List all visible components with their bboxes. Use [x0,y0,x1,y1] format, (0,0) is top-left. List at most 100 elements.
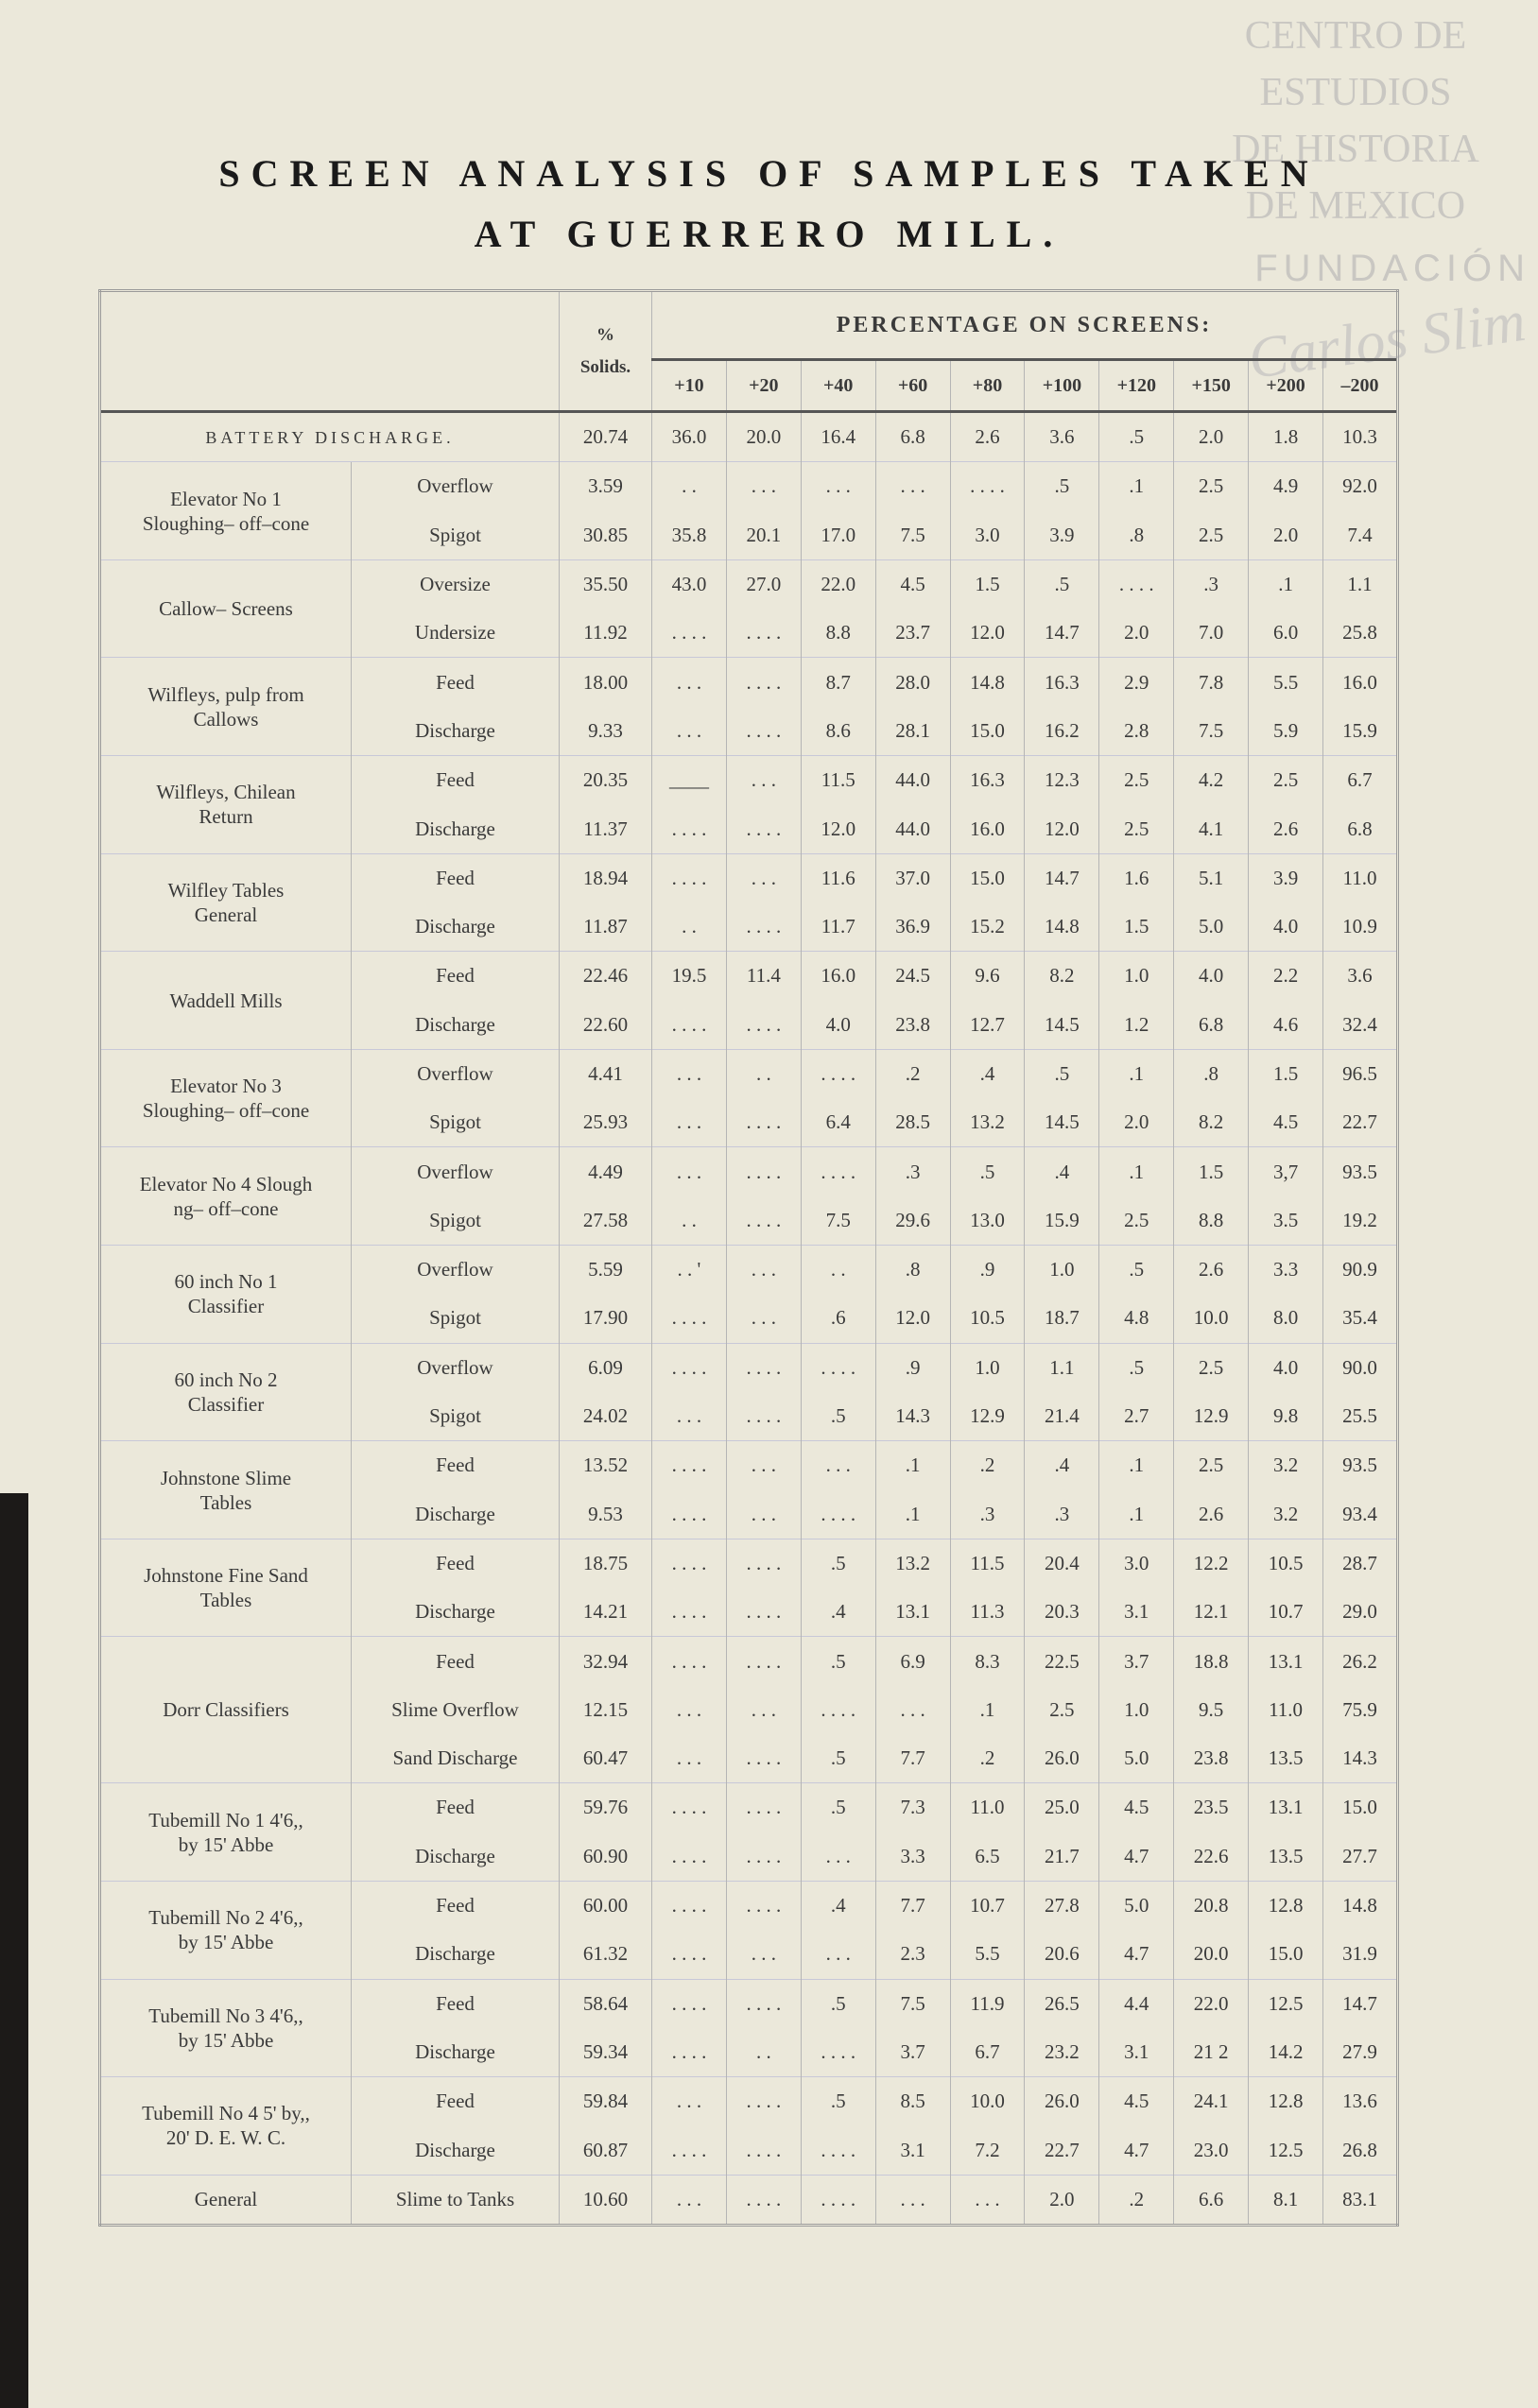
screen-cell: . . . [651,2076,727,2126]
group-label: Tubemill No 4 5' by,, 20' D. E. W. C. [99,2076,352,2176]
group-label: Waddell Mills [99,951,352,1050]
row-label: Feed [351,951,560,1001]
screen-cell: .1 [1098,461,1174,511]
screen-cell: . . . [725,755,802,805]
solids-cell: 24.02 [559,1391,652,1441]
data-row: Elevator No 1 Sloughing– off–cone Overflo… [99,461,1398,560]
screen-size: +40 [800,359,876,413]
screen-cell: . . . [651,1146,727,1196]
screen-cell: 22.7 [1322,1098,1398,1147]
row-label: Overflow [351,1146,560,1196]
screen-cell: 8.2 [1173,1098,1249,1147]
screen-cell: . . . . [800,1146,876,1196]
screen-cell: 7.0 [1173,609,1249,658]
row-label: Slime to Tanks [351,2174,560,2226]
solids-cell: 22.46 [559,951,652,1001]
screen-cell: .2 [949,1734,1025,1783]
screen-cell: . . . . [651,1489,727,1539]
screen-cell: 11.9 [949,1978,1025,2028]
solids-cell: 3.59 [559,461,652,511]
screen-cell: 4.2 [1173,755,1249,805]
screen-cell: 83.1 [1322,2174,1398,2226]
solids-cell: 59.84 [559,2076,652,2126]
solids-label: Solids. [579,356,631,377]
screen-cell: . . . [874,2174,951,2226]
screen-cell: 16.2 [1024,706,1099,756]
screen-cell: .8 [1173,1048,1249,1099]
screen-cell: 13.2 [949,1098,1025,1147]
screen-cell: . . . . [725,804,802,854]
screen-cell: . . . [725,852,802,903]
screen-cell: 12.8 [1248,2076,1323,2126]
screen-cell: 6.9 [874,1636,951,1686]
screen-cell: .1 [874,1440,951,1490]
screen-cell: . . . . [651,804,727,854]
screen-cell: 23.7 [874,609,951,658]
screen-cell: 2.2 [1248,951,1323,1001]
screen-cell: 4.0 [1248,1342,1323,1392]
row-label: Spigot [351,1391,560,1441]
screen-cell: 6.5 [949,1832,1025,1882]
row-label: Feed [351,1636,560,1686]
row-label: Overflow [351,1245,560,1295]
screen-cell: 8.8 [1173,1195,1249,1246]
screen-cell: .5 [800,2076,876,2126]
screen-cell: 2.6 [1173,1245,1249,1295]
screen-cell: 8.8 [800,609,876,658]
watermark-line: CENTRO DE [1244,14,1467,58]
screen-cell: 9.6 [949,951,1025,1001]
solids-cell: 9.33 [559,706,652,756]
data-row: Spigot 24.02. . .. . . . .5 14.3 12.9 21.4 2.7… [100,1391,1398,1441]
screen-cell: 31.9 [1322,1930,1398,1979]
row-label: Overflow [351,461,560,511]
screen-cell: . . . . [725,1195,802,1246]
screen-cell: 11.0 [1322,852,1398,903]
screen-cell: . . . [725,1685,802,1735]
screen-cell: 5.0 [1173,902,1249,952]
screen-cell: 14.7 [1024,852,1099,903]
screen-cell: .2 [874,1048,951,1099]
screen-cell: 3.6 [1322,951,1398,1001]
screen-cell: 18.7 [1024,1294,1099,1344]
row-label: Feed [351,1538,560,1589]
screen-cell: 5.0 [1098,1880,1174,1931]
title-line: SCREEN ANALYSIS OF SAMPLES TAKEN [218,152,1320,195]
screen-cell: 36.0 [651,409,727,462]
screen-cell: 27.0 [725,559,802,610]
screen-cell: 6.8 [874,409,951,462]
data-row: 60 inch No 2 Classifier Overflow 6.09. . .… [99,1342,1398,1441]
screen-cell: 26.8 [1322,2125,1398,2176]
screen-cell: 12.0 [949,609,1025,658]
solids-cell: 5.59 [559,1245,652,1295]
screen-cell: . . [800,1245,876,1295]
screen-cell: . . . . [949,461,1025,511]
screen-cell: 4.7 [1098,2125,1174,2176]
solids-cell: 4.49 [559,1146,652,1196]
screen-cell: 5.0 [1098,1734,1174,1783]
screen-cell: 25.5 [1322,1391,1398,1441]
screen-cell: . . . [725,1489,802,1539]
screen-cell: . . . [874,1685,951,1735]
solids-cell: 11.92 [559,609,652,658]
screen-cell: 22.5 [1024,1636,1099,1686]
screen-cell: 12.0 [874,1294,951,1344]
screen-cell: .5 [800,1391,876,1441]
torn-edge [0,1493,28,2408]
screen-cell: 2.5 [1098,1195,1174,1246]
screen-size: +120 [1098,359,1174,413]
data-row: 60 inch No 1 Classifier Overflow 5.59. . '… [99,1245,1398,1344]
screen-cell: .1 [1098,1440,1174,1490]
screen-size: +150 [1173,359,1249,413]
screen-cell: 1.5 [949,559,1025,610]
screen-cell: 5.5 [949,1930,1025,1979]
screen-cell: 21.7 [1024,1832,1099,1882]
screen-cell: . . . . [651,1440,727,1490]
screen-cell: 1.5 [1248,1048,1323,1099]
screen-cell: 3.3 [1248,1245,1323,1295]
screen-cell: 1.0 [1024,1245,1099,1295]
row-label: Oversize [351,559,560,610]
screen-cell: 13.0 [949,1195,1025,1246]
screen-cell: .9 [949,1245,1025,1295]
screen-cell: 20.0 [725,409,802,462]
